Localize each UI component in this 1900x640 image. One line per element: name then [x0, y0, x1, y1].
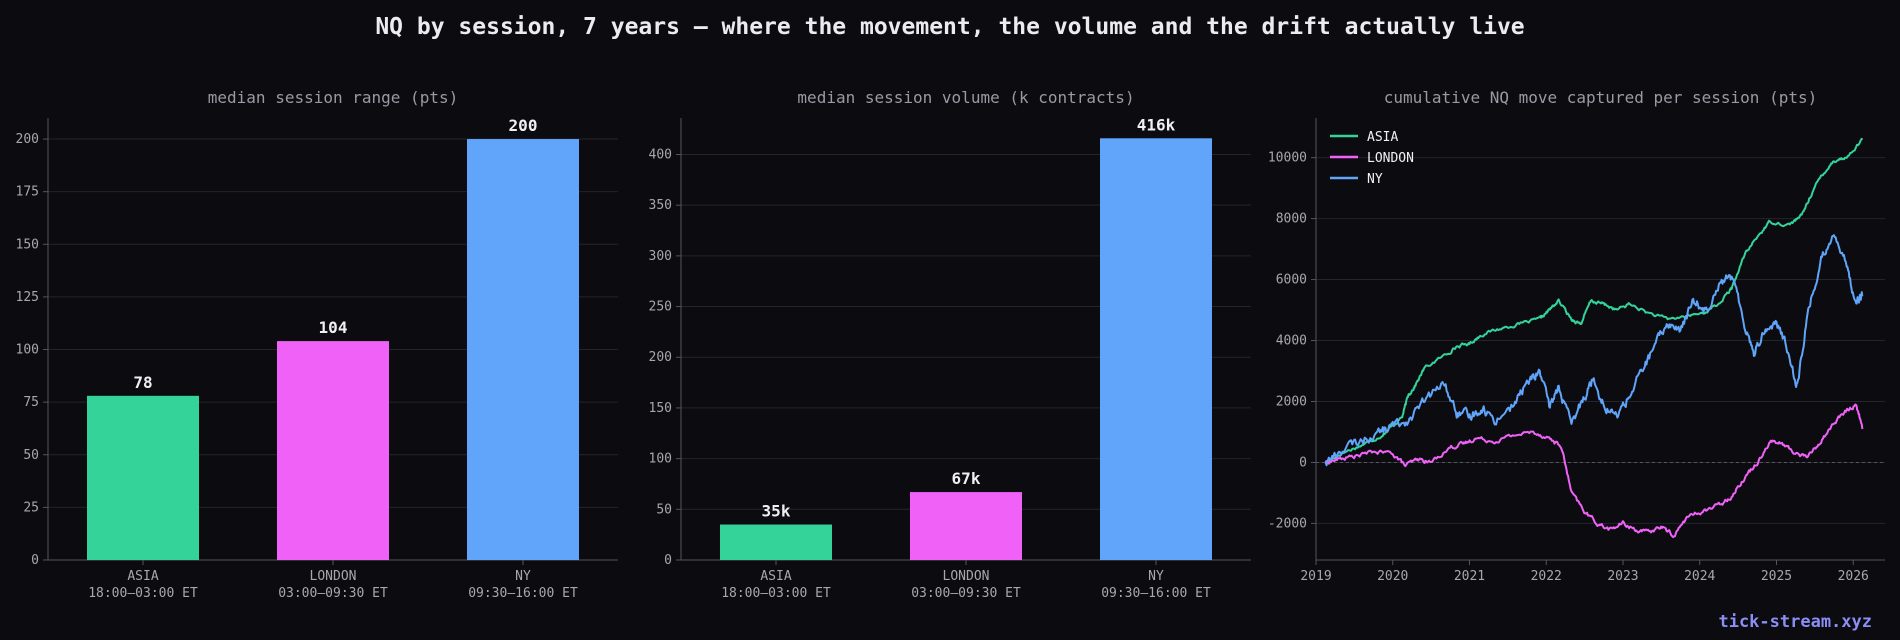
bar-ny [467, 139, 579, 561]
bar-panel-2: median session volume (k contracts) 0 50 10… [649, 88, 1251, 601]
y-tick-label: 50 [23, 448, 39, 463]
series-line-asia [1324, 137, 1864, 464]
x-tick-label: LONDON [310, 569, 357, 584]
x-tick-sublabel: 03:00–09:30 ET [278, 586, 388, 601]
y-tick-label: 75 [23, 395, 39, 410]
bar-asia [720, 524, 832, 560]
line-panel: cumulative NQ move captured per session … [1268, 88, 1885, 584]
y-tick-label: 150 [649, 401, 672, 416]
legend-label: ASIA [1367, 130, 1398, 145]
panel-title: cumulative NQ move captured per session … [1384, 88, 1817, 107]
y-tick-label: 6000 [1276, 273, 1307, 288]
y-tick-label: 200 [649, 350, 672, 365]
y-tick-label: -2000 [1268, 516, 1307, 531]
data-label: 67k [952, 469, 981, 488]
y-tick-label: 2000 [1276, 394, 1307, 409]
y-tick-label: 250 [649, 300, 672, 315]
series-line-ny [1324, 234, 1864, 467]
y-tick-label: 25 [23, 500, 39, 515]
x-tick-label: 2023 [1607, 569, 1638, 584]
data-label: 35k [762, 502, 791, 521]
x-tick-sublabel: 09:30–16:00 ET [468, 586, 578, 601]
x-tick-label: NY [1148, 569, 1164, 584]
y-tick-label: 200 [16, 132, 39, 147]
y-tick-label: 125 [16, 290, 39, 305]
x-tick-label: ASIA [127, 569, 158, 584]
panel-title: median session volume (k contracts) [797, 88, 1134, 107]
legend-label: NY [1367, 172, 1383, 187]
x-tick-label: 2026 [1838, 569, 1869, 584]
bar-asia [87, 395, 199, 560]
watermark: tick-stream.xyz [1718, 612, 1872, 632]
data-label: 200 [509, 116, 538, 135]
x-tick-label: 2020 [1377, 569, 1408, 584]
x-tick-label: 2022 [1531, 569, 1562, 584]
y-tick-label: 400 [649, 147, 672, 162]
x-tick-label: LONDON [943, 569, 990, 584]
series-line-london [1324, 403, 1864, 539]
x-tick-label: 2019 [1300, 569, 1331, 584]
x-tick-sublabel: 18:00–03:00 ET [88, 586, 198, 601]
y-tick-label: 175 [16, 185, 39, 200]
data-label: 416k [1137, 115, 1176, 134]
bar-ny [1100, 138, 1212, 561]
x-tick-label: 2021 [1454, 569, 1485, 584]
y-tick-label: 100 [16, 343, 39, 358]
y-tick-label: 8000 [1276, 212, 1307, 227]
bar-london [277, 341, 389, 560]
y-tick-label: 10000 [1268, 151, 1307, 166]
y-tick-label: 300 [649, 249, 672, 264]
legend-label: LONDON [1367, 151, 1414, 166]
panel-title: median session range (pts) [208, 88, 458, 107]
x-tick-sublabel: 09:30–16:00 ET [1101, 586, 1211, 601]
y-tick-label: 0 [31, 553, 39, 568]
x-tick-sublabel: 18:00–03:00 ET [721, 586, 831, 601]
y-tick-label: 100 [649, 452, 672, 467]
y-tick-label: 0 [1299, 455, 1307, 470]
chart-title: NQ by session, 7 years — where the movem… [375, 14, 1525, 40]
y-tick-label: 50 [656, 502, 672, 517]
x-tick-label: 2025 [1761, 569, 1792, 584]
x-tick-label: ASIA [760, 569, 791, 584]
y-tick-label: 0 [664, 553, 672, 568]
y-tick-label: 4000 [1276, 334, 1307, 349]
y-tick-label: 350 [649, 198, 672, 213]
data-label: 104 [319, 318, 348, 337]
x-tick-label: NY [515, 569, 531, 584]
y-tick-label: 150 [16, 237, 39, 252]
x-tick-sublabel: 03:00–09:30 ET [911, 586, 1021, 601]
x-tick-label: 2024 [1684, 569, 1715, 584]
bar-london [910, 492, 1022, 560]
bar-panel-1: median session range (pts) 0 25 50 75 100 125 1… [16, 88, 618, 601]
data-label: 78 [133, 373, 152, 392]
legend: ASIA LONDON NY [1330, 130, 1414, 187]
